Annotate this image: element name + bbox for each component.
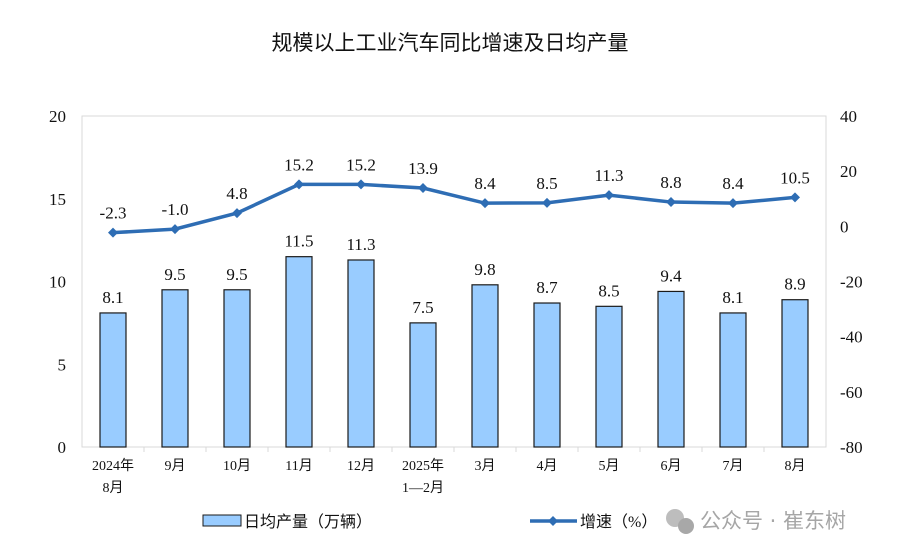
bar <box>657 290 685 448</box>
line-point <box>294 179 304 190</box>
x-tick-label: 2024年 <box>92 458 134 474</box>
y-left-tick-label: 15 <box>49 190 66 209</box>
bar-data-label: 8.9 <box>784 275 805 294</box>
line-data-label: 8.4 <box>474 174 496 193</box>
line-point <box>666 197 676 208</box>
bar-data-label: 9.8 <box>474 260 495 279</box>
bar <box>161 289 189 448</box>
line-point <box>604 190 614 201</box>
x-tick-label: 8月 <box>103 480 124 496</box>
line-point <box>170 224 180 235</box>
bar <box>99 312 127 448</box>
bar <box>347 259 375 448</box>
x-tick-label: 8月 <box>785 458 806 474</box>
y-right-tick-label: -20 <box>840 273 863 292</box>
bar <box>595 305 623 448</box>
legend-line-label: 增速（%） <box>580 513 657 531</box>
y-right-tick-label: -80 <box>840 438 863 457</box>
line-data-label: 13.9 <box>408 159 438 178</box>
x-tick-label: 7月 <box>723 458 744 474</box>
line-data-label: 15.2 <box>284 155 314 174</box>
bar <box>409 322 437 448</box>
legend-bar-swatch <box>202 514 242 527</box>
bar <box>719 312 747 448</box>
plot-area <box>81 115 827 448</box>
watermark: 公众号 · 崔东树 <box>700 509 846 533</box>
line-point <box>232 208 242 219</box>
x-tick-label: 2025年 <box>402 458 444 474</box>
line-data-label: -2.3 <box>100 204 127 223</box>
legend-bar-label: 日均产量（万辆） <box>244 513 372 531</box>
bar <box>533 302 561 448</box>
y-left-tick-label: 20 <box>49 107 66 126</box>
chart-title: 规模以上工业汽车同比增速及日均产量 <box>272 31 629 55</box>
bar <box>223 289 251 448</box>
bar-data-label: 7.5 <box>412 298 433 317</box>
bar-data-label: 11.3 <box>346 235 375 254</box>
bar-data-label: 11.5 <box>284 232 313 251</box>
y-left-tick-label: 10 <box>49 273 66 292</box>
line-point <box>728 198 738 209</box>
line-point <box>542 197 552 208</box>
bar <box>471 284 499 448</box>
line-data-label: 4.8 <box>226 184 247 203</box>
y-left-tick-label: 0 <box>58 438 67 457</box>
y-right-tick-label: -60 <box>840 383 863 402</box>
x-tick-label: 11月 <box>285 458 312 474</box>
x-tick-label: 4月 <box>537 458 558 474</box>
bar <box>285 256 313 448</box>
y-right-tick-label: -40 <box>840 328 863 347</box>
bar-data-label: 8.1 <box>722 288 743 307</box>
line-point <box>108 227 118 238</box>
bar <box>781 299 809 448</box>
y-right-tick-label: 0 <box>840 217 849 236</box>
line-point <box>356 179 366 190</box>
legend-line-marker <box>548 516 558 526</box>
x-tick-label: 12月 <box>347 458 375 474</box>
x-tick-label: 1—2月 <box>402 480 444 496</box>
bar-data-label: 8.5 <box>598 281 619 300</box>
bar-data-label: 9.5 <box>164 265 185 284</box>
line-data-label: 15.2 <box>346 155 376 174</box>
line-point <box>480 198 490 209</box>
x-tick-label: 9月 <box>165 458 186 474</box>
line-data-label: 8.8 <box>660 173 681 192</box>
bar-data-label: 8.7 <box>536 278 558 297</box>
x-tick-label: 10月 <box>223 458 251 474</box>
y-right-tick-label: 40 <box>840 107 857 126</box>
y-left-tick-label: 5 <box>58 355 67 374</box>
line-data-label: 8.4 <box>722 174 744 193</box>
line-data-label: 10.5 <box>780 168 810 187</box>
wechat-icon-2 <box>678 518 694 534</box>
line-data-label: 11.3 <box>594 166 623 185</box>
line-data-label: 8.5 <box>536 174 557 193</box>
x-tick-label: 6月 <box>661 458 682 474</box>
growth-line <box>112 182 796 235</box>
bar-data-label: 9.5 <box>226 265 247 284</box>
x-tick-label: 5月 <box>599 458 620 474</box>
bar-data-label: 8.1 <box>102 288 123 307</box>
x-tick-label: 3月 <box>475 458 496 474</box>
line-point <box>790 192 800 203</box>
y-right-tick-label: 20 <box>840 162 857 181</box>
line-data-label: -1.0 <box>162 200 189 219</box>
line-point <box>418 182 428 193</box>
bar-data-label: 9.4 <box>660 266 682 285</box>
